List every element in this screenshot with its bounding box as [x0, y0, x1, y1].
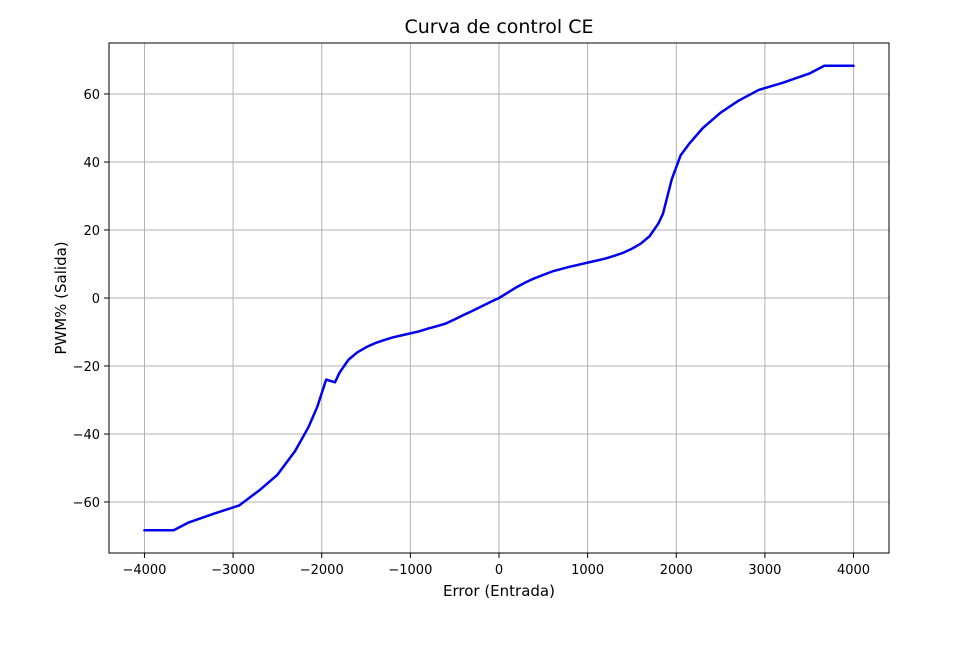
y-tick-label: −40 [73, 428, 100, 443]
y-axis-label: PWM% (Salida) [52, 241, 70, 354]
x-tick-label: −2000 [300, 563, 344, 578]
series-line [143, 64, 855, 532]
chart-title: Curva de control CE [404, 16, 593, 38]
x-tick-label: −4000 [122, 563, 166, 578]
x-tick-label: 4000 [837, 563, 870, 578]
y-tick-label: 0 [92, 292, 100, 307]
y-tick-label: 40 [83, 156, 100, 171]
ticks: −4000 −3000 −2000 −1000 0 1000 2000 3000 4000 −60… [73, 88, 871, 578]
x-tick-label: −3000 [211, 563, 255, 578]
y-tick-label: 20 [83, 224, 100, 239]
x-tick-label: 0 [495, 563, 503, 578]
y-tick-label: 60 [83, 88, 100, 103]
x-axis-label: Error (Entrada) [443, 582, 555, 600]
x-tick-label: 3000 [748, 563, 781, 578]
y-tick-label: −20 [73, 360, 100, 375]
x-tick-label: −1000 [388, 563, 432, 578]
x-tick-label: 2000 [660, 563, 693, 578]
x-tick-label: 1000 [571, 563, 604, 578]
series-layer [143, 64, 855, 532]
y-tick-label: −60 [73, 496, 100, 511]
